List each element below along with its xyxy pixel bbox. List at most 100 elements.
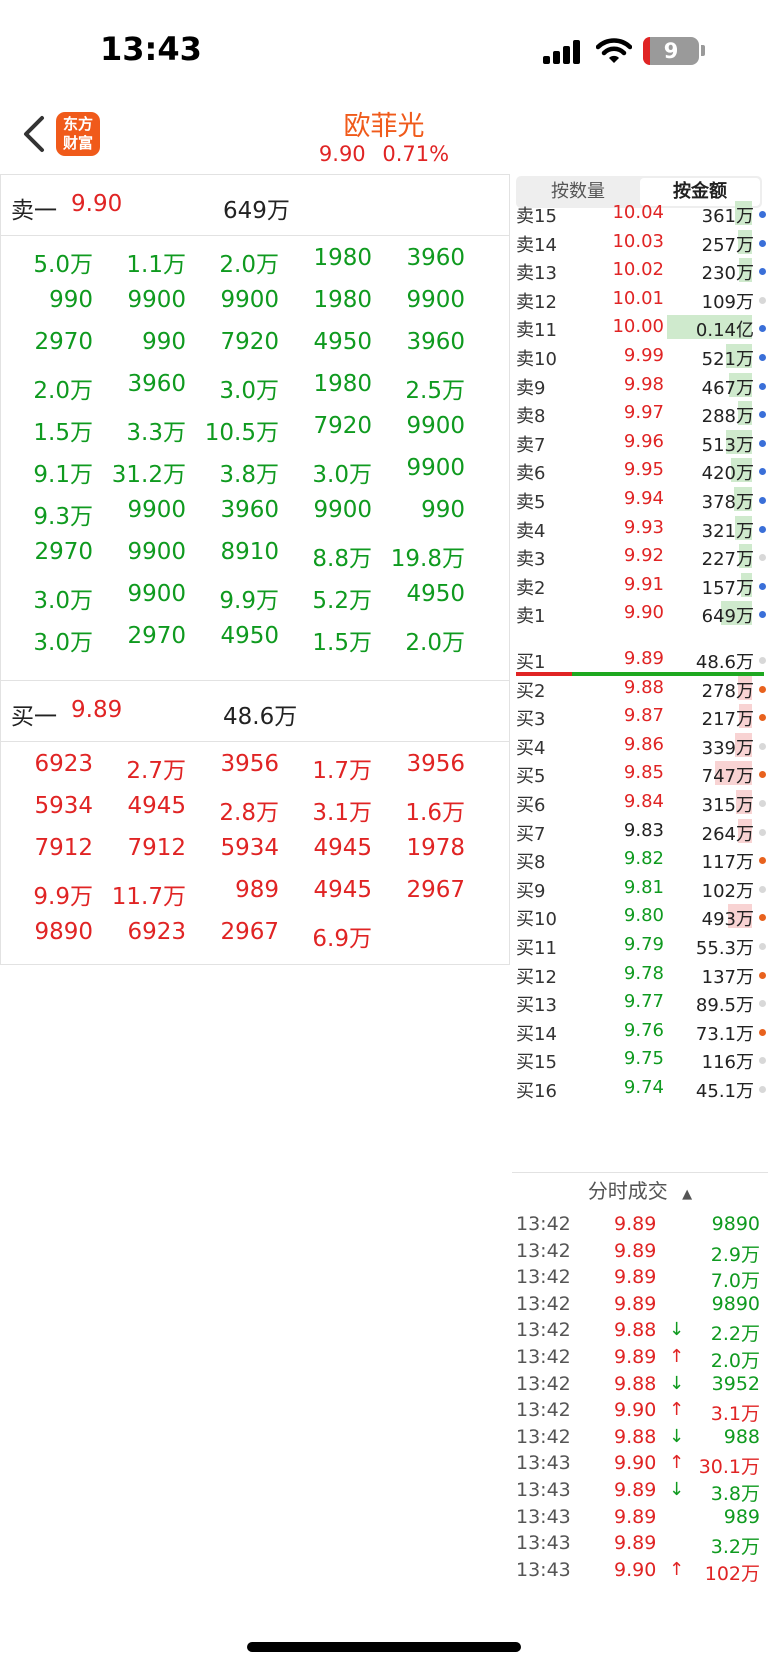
buy-book-amount: 45.1万: [695, 1081, 754, 1102]
sell-queue-cell: 9900: [127, 287, 186, 313]
sell-book-row[interactable]: 卖9 9.98 467万: [512, 370, 768, 400]
buy-book-amount-bar: [735, 732, 752, 757]
sell-book-row[interactable]: 卖2 9.91 157万: [512, 570, 768, 600]
buy-book-row[interactable]: 买3 9.87 217万: [512, 701, 768, 731]
buy-book-price: 9.79: [623, 934, 664, 955]
buy-queue-cell: 6923: [127, 919, 186, 945]
trade-time: 13:43: [516, 1558, 571, 1581]
sell-queue-cell: 3960: [406, 245, 465, 271]
sell-book-row[interactable]: 卖11 10.00 0.14亿: [512, 312, 768, 342]
sell-book-row[interactable]: 卖13 10.02 230万: [512, 255, 768, 285]
buy-book-level-label: 买16: [516, 1081, 557, 1102]
buy-book-level-label: 买14: [516, 1023, 557, 1045]
status-time: 13:43: [100, 30, 202, 68]
sell-book-status-dot: [759, 354, 766, 361]
time-sales-header[interactable]: 分时成交 ▲: [512, 1172, 768, 1209]
order-book-tabs: 按数量 按金额: [516, 176, 762, 208]
buy-queue-cell: 5934: [220, 835, 279, 861]
buy-book-row[interactable]: 买6 9.84 315万: [512, 787, 768, 817]
buy-book-row[interactable]: 买11 9.79 55.3万: [512, 930, 768, 960]
trade-time: 13:42: [516, 1213, 571, 1235]
cellular-signal-icon: [543, 40, 583, 64]
back-chevron-icon[interactable]: [20, 114, 50, 154]
buy-queue-cell: 1.6万: [405, 800, 465, 826]
buy-book-amount-bar: [738, 675, 752, 700]
sell-queue-cell: 9.1万: [33, 462, 93, 488]
tab-by-quantity[interactable]: 按数量: [551, 181, 605, 202]
sell-book-row[interactable]: 卖4 9.93 321万: [512, 513, 768, 543]
app-logo[interactable]: 东方财富: [56, 112, 100, 156]
trade-time: 13:42: [516, 1372, 571, 1395]
buy-book-row[interactable]: 买15 9.75 116万: [512, 1044, 768, 1074]
collapse-triangle-icon[interactable]: ▲: [682, 1187, 693, 1202]
sell-book-row[interactable]: 卖8 9.97 288万: [512, 398, 768, 428]
trade-price: 9.89: [614, 1532, 657, 1555]
buy-queue-cell: 3956: [220, 751, 279, 777]
sell-book-row[interactable]: 卖15 10.04 361万: [512, 198, 768, 228]
buy-queue-cell: 2967: [406, 877, 465, 903]
sell-book-row[interactable]: 卖7 9.96 513万: [512, 427, 768, 457]
sell-book-level-label: 卖11: [516, 320, 557, 342]
buy-book-level-label: 买10: [516, 909, 557, 931]
sell-queue-cell: 2.0万: [219, 252, 279, 278]
stock-change-pct: 0.71%: [382, 142, 450, 166]
sell-one-price: 9.90: [71, 191, 123, 217]
sell-book-row[interactable]: 卖14 10.03 257万: [512, 227, 768, 257]
buy-book-price: 9.80: [623, 905, 664, 927]
trade-price: 9.89: [614, 1239, 657, 1262]
sell-book-amount: 321万: [701, 520, 754, 542]
sell-book-amount-bar: [739, 544, 752, 569]
sell-book-amount-bar: [729, 372, 752, 397]
buy-book-row[interactable]: 买14 9.76 73.1万: [512, 1016, 768, 1046]
sell-book-row[interactable]: 卖3 9.92 227万: [512, 541, 768, 571]
sell-queue-cell: 990: [49, 287, 93, 313]
buy-queue-cell: 7912: [34, 835, 93, 861]
buy-queue-cell: 7912: [127, 835, 186, 861]
sell-queue-cell: 3.0万: [312, 462, 372, 488]
sell-book-status-dot: [759, 211, 766, 218]
buy-book-row[interactable]: 买9 9.81 102万: [512, 873, 768, 903]
buy-book-level-label: 买11: [516, 938, 557, 959]
buy-one-header: 买一 9.89 48.6万: [1, 680, 509, 742]
sell-book-price: 9.93: [623, 516, 664, 538]
buy-book-status-dot: [759, 685, 766, 693]
buy-book-status-dot: [759, 914, 766, 922]
trade-time: 13:42: [516, 1319, 571, 1342]
sell-book-amount-bar: [726, 344, 752, 368]
trade-time: 13:42: [516, 1399, 571, 1422]
buy-book-row[interactable]: 买2 9.88 278万: [512, 673, 768, 703]
trade-volume: 2.9万: [710, 1243, 760, 1266]
sell-book-row[interactable]: 卖1 9.90 649万: [512, 598, 768, 628]
trade-row: 13:42 9.89 9890: [512, 1291, 768, 1319]
sell-book-price: 9.94: [623, 488, 664, 509]
sell-book-row[interactable]: 卖5 9.94 378万: [512, 484, 768, 514]
sell-book-row[interactable]: 卖6 9.95 420万: [512, 455, 768, 485]
buy-book-row[interactable]: 买13 9.77 89.5万: [512, 987, 768, 1017]
buy-book-row[interactable]: 买10 9.80 493万: [512, 901, 768, 931]
sell-book-row[interactable]: 卖10 9.99 521万: [512, 341, 768, 371]
trade-price: 9.88: [614, 1372, 657, 1395]
order-queue-panel: 卖一 9.90 649万 5.0万 1.1万 2.0万 1980 3960 990 9900…: [0, 174, 510, 965]
sell-queue-cell: 9900: [127, 497, 186, 523]
sell-queue-cell: 9900: [313, 497, 372, 523]
buy-one-price: 9.89: [71, 697, 123, 723]
sell-queue-cell: 5.0万: [33, 252, 93, 278]
buy-book-row[interactable]: 买16 9.74 45.1万: [512, 1073, 768, 1103]
buy-queue-cell: 11.7万: [111, 884, 186, 910]
sell-book-status-dot: [759, 268, 766, 276]
sell-book-amount-bar: [735, 201, 752, 225]
home-indicator[interactable]: [247, 1642, 521, 1652]
buy-book-row[interactable]: 买8 9.82 117万: [512, 844, 768, 874]
sell-queue-cell: 8.8万: [312, 546, 372, 572]
sell-book-row[interactable]: 卖12 10.01 109万: [512, 284, 768, 314]
buy-book-row[interactable]: 买1 9.89 48.6万: [512, 644, 768, 674]
sell-queue-cell: 990: [421, 497, 465, 523]
buy-book-row[interactable]: 买12 9.78 137万: [512, 959, 768, 989]
buy-book-status-dot: [759, 971, 766, 979]
buy-book-row[interactable]: 买4 9.86 339万: [512, 730, 768, 760]
trade-price: 9.90: [614, 1558, 657, 1581]
sell-book-status-dot: [759, 554, 766, 562]
buy-book-row[interactable]: 买5 9.85 747万: [512, 758, 768, 788]
trade-volume: 989: [723, 1505, 760, 1528]
buy-book-row[interactable]: 买7 9.83 264万: [512, 816, 768, 846]
